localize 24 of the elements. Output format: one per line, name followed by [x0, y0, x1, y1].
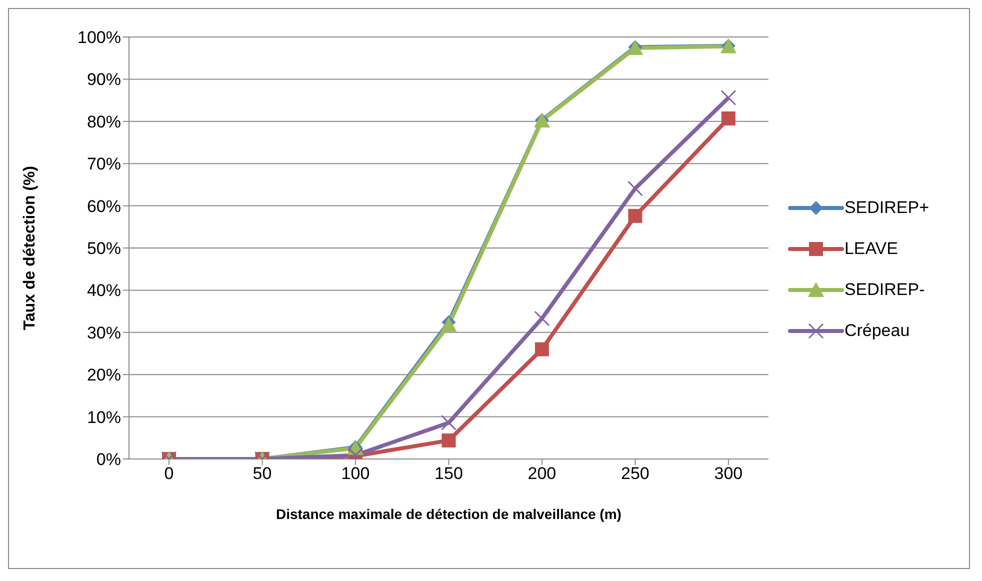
- y-tick-label: 100%: [78, 28, 121, 48]
- x-tick-label: 250: [621, 464, 650, 484]
- y-tick-label: 70%: [86, 154, 121, 174]
- x-tick-label: 150: [434, 464, 463, 484]
- y-tick-label: 10%: [86, 408, 121, 427]
- x-tick-label: 50: [252, 464, 272, 484]
- y-tick-label: 30%: [86, 323, 121, 342]
- x-tick-label: 200: [528, 464, 556, 484]
- y-tick-label: 40%: [86, 281, 121, 300]
- x-tick-label: 100: [341, 464, 370, 484]
- y-tick-label: 20%: [86, 366, 121, 385]
- x-axis-title: Distance maximale de détection de malveillance (m): [276, 506, 622, 522]
- legend-label: SEDIREP-: [844, 280, 925, 300]
- y-tick-label: 90%: [86, 70, 121, 90]
- legend-label: SEDIREP+: [844, 198, 929, 218]
- y-axis-title: Taux de détection (%): [22, 166, 39, 330]
- y-tick-label: 60%: [86, 196, 121, 216]
- x-tick-label: 300: [714, 464, 743, 484]
- y-tick-label: 0%: [96, 450, 121, 470]
- x-tick-label: 0: [164, 464, 174, 484]
- legend-label: LEAVE: [844, 238, 898, 258]
- y-tick-label: 80%: [86, 112, 121, 132]
- legend-label: Crépeau: [844, 320, 910, 340]
- y-tick-label: 50%: [86, 239, 121, 258]
